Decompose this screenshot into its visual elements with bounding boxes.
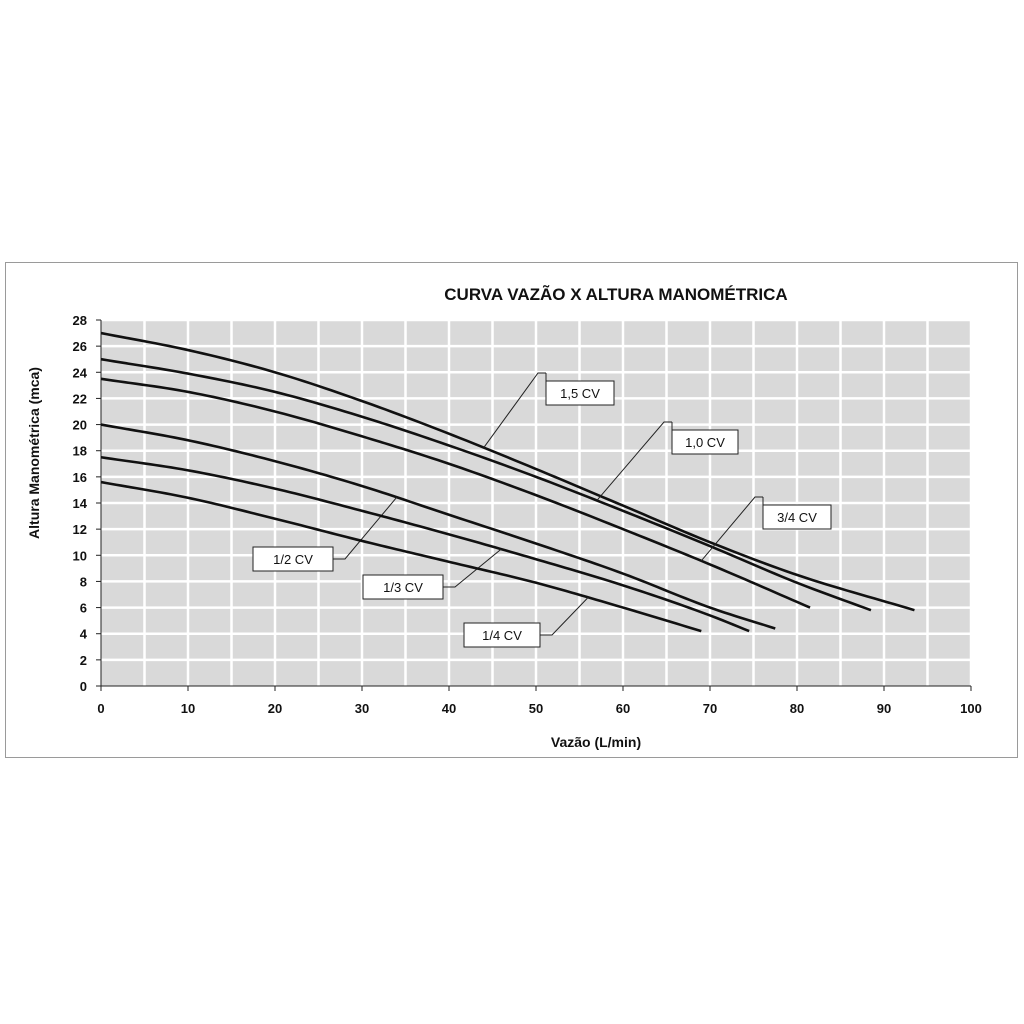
y-tick-label: 14 (73, 496, 88, 511)
series-label-5: 1/4 CV (482, 628, 522, 643)
series-line-2 (100, 377, 811, 609)
y-tick-label: 2 (80, 653, 87, 668)
y-tick-label: 18 (73, 444, 87, 459)
x-tick-label: 100 (960, 701, 982, 716)
series-line-3 (100, 423, 776, 630)
pump-curve-chart: CURVA VAZÃO X ALTURA MANOMÉTRICA 0 10 20 30… (26, 284, 982, 750)
callout-box-3 (252, 546, 334, 572)
y-tick-label: 28 (73, 313, 87, 328)
series-label-2: 3/4 CV (777, 510, 817, 525)
series-label-0: 1,5 CV (560, 386, 600, 401)
callout-box-5 (463, 622, 541, 648)
y-tick-label: 10 (73, 548, 87, 563)
callout-leader-4 (443, 548, 502, 588)
callout-leader-3 (333, 496, 398, 560)
series-label-1: 1,0 CV (685, 435, 725, 450)
callout-leader-0 (483, 372, 546, 448)
x-tick-label: 10 (181, 701, 195, 716)
plot-area: 0 10 20 30 40 50 60 70 80 90 100024681012141618202… (73, 313, 982, 716)
x-tick-label: 90 (877, 701, 891, 716)
callout-leader-5 (540, 597, 589, 636)
x-tick-label: 0 (97, 701, 104, 716)
y-axis-label: Altura Manométrica (mca) (26, 367, 42, 539)
chart-frame: CURVA VAZÃO X ALTURA MANOMÉTRICA 0 10 20 30… (5, 262, 1018, 758)
y-tick-label: 8 (80, 574, 87, 589)
x-tick-label: 40 (442, 701, 456, 716)
series-line-5 (100, 480, 702, 633)
series-label-3: 1/2 CV (273, 552, 313, 567)
y-tick-label: 16 (73, 470, 87, 485)
x-tick-label: 80 (790, 701, 804, 716)
series-line-1 (100, 357, 872, 612)
x-tick-label: 60 (616, 701, 630, 716)
callout-box-0 (545, 380, 615, 406)
y-tick-label: 24 (73, 365, 88, 380)
x-tick-label: 70 (703, 701, 717, 716)
y-tick-label: 12 (73, 522, 87, 537)
y-tick-label: 22 (73, 391, 87, 406)
callout-leader-1 (596, 421, 672, 501)
chart-title: CURVA VAZÃO X ALTURA MANOMÉTRICA (444, 284, 787, 304)
callout-box-4 (362, 574, 444, 600)
y-tick-label: 20 (73, 418, 87, 433)
y-tick-label: 0 (80, 679, 87, 694)
callout-leader-2 (700, 496, 763, 562)
series-label-4: 1/3 CV (383, 580, 423, 595)
callout-box-2 (762, 504, 832, 530)
y-tick-label: 4 (80, 627, 88, 642)
series-line-4 (100, 455, 750, 633)
x-tick-label: 20 (268, 701, 282, 716)
y-tick-label: 26 (73, 339, 87, 354)
callout-box-1 (671, 429, 739, 455)
x-tick-label: 30 (355, 701, 369, 716)
series-line-0 (100, 331, 915, 612)
x-tick-label: 50 (529, 701, 543, 716)
y-tick-label: 6 (80, 601, 87, 616)
x-axis-label: Vazão (L/min) (551, 734, 641, 750)
